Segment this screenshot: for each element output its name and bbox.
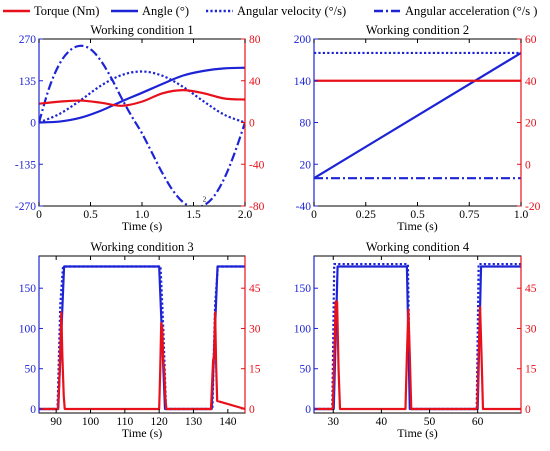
y-tick-label-left: 50 [300, 364, 312, 376]
y-tick-label-right: 0 [525, 159, 531, 171]
y-tick-label-right: 0 [249, 118, 255, 130]
chart-title: Working condition 4 [366, 240, 470, 254]
y-tick-label-left: 270 [19, 34, 37, 46]
y-tick-label-left: 50 [25, 364, 37, 376]
plot-frame [313, 255, 522, 414]
y-tick-label-left: 80 [300, 118, 312, 130]
legend-label: Torque (Nm) [34, 4, 99, 18]
y-tick-label-right: 30 [249, 323, 261, 335]
y-tick-label-right: 20 [525, 118, 537, 130]
x-tick-label: 90 [50, 416, 62, 428]
x-tick-label: 1.0 [135, 209, 150, 221]
x-tick-label: 0.5 [410, 209, 425, 221]
y-tick-label-left: 0 [305, 404, 311, 416]
x-tick-label: 0 [36, 209, 42, 221]
y-tick-label-left: 150 [294, 283, 312, 295]
y-tick-label-right: 15 [249, 364, 261, 376]
x-tick-label: 110 [116, 416, 133, 428]
series-group [39, 44, 245, 206]
y-tick-label-left: 20 [300, 159, 312, 171]
legend-item: Angular velocity (°/s) [206, 4, 346, 18]
series-group [314, 51, 521, 180]
legend-item: Angle (°) [111, 4, 189, 18]
y-tick-label-left: -270 [15, 201, 36, 213]
y-tick-label-left: 140 [294, 76, 312, 88]
x-tick-label: 100 [82, 416, 100, 428]
series-line-dashdot [39, 44, 245, 206]
chart-panel-4: Working condition 4 30 40 50 60 Time (s) 0 50 10… [294, 240, 537, 440]
series-line-dotted [39, 70, 245, 124]
y-tick-label-left: 200 [294, 34, 312, 46]
x-tick-label: 1.0 [514, 209, 529, 221]
annotation: 2 [203, 195, 207, 203]
y-tick-label-left: -40 [296, 201, 312, 213]
series-line-torque [314, 300, 521, 411]
series-line-torque [39, 89, 245, 107]
series-line-dotted [39, 265, 245, 411]
y-tick-label-left: 100 [294, 323, 312, 335]
y-tick-label-right: 45 [249, 283, 261, 295]
y-tick-label-left: 0 [30, 404, 36, 416]
x-tick-label: 0.5 [83, 209, 98, 221]
y-tick-label-left: 100 [19, 323, 37, 335]
legend-label: Angular acceleration (°/s ) [405, 4, 537, 18]
y-tick-label-right: 30 [525, 323, 537, 335]
x-axis-label: Time (s) [397, 426, 438, 440]
x-tick-label: 1.5 [186, 209, 201, 221]
x-tick-label: 50 [424, 416, 436, 428]
y-tick-label-right: 0 [249, 404, 255, 416]
plot-frame [38, 38, 246, 207]
chart-title: Working condition 2 [366, 23, 469, 37]
y-tick-label-right: 0 [525, 404, 531, 416]
x-axis-label: Time (s) [122, 219, 163, 233]
y-tick-label-right: 60 [525, 34, 537, 46]
y-tick-label-left: -135 [15, 159, 36, 171]
legend: Torque (Nm) Angle (°) Angular velocity (°/… [3, 4, 537, 18]
y-tick-label-right: -40 [249, 159, 265, 171]
chart-panels: Working condition 1 0 0.5 1.0 1.5 2.0 Time (s)… [15, 23, 541, 440]
x-tick-label: 140 [219, 416, 237, 428]
series-line-dotted [314, 262, 521, 411]
y-tick-label-right: 40 [525, 76, 537, 88]
x-tick-label: 2.0 [238, 209, 253, 221]
y-tick-label-left: 135 [19, 76, 37, 88]
x-tick-label: 0.75 [459, 209, 479, 221]
y-tick-label-right: -80 [249, 201, 265, 213]
y-tick-label-right: 15 [525, 364, 537, 376]
chart-panel-2: Working condition 2 0 0.25 0.5 0.75 1.0 Time (… [294, 23, 541, 233]
x-tick-label: 0.25 [356, 209, 376, 221]
chart-title: Working condition 3 [90, 240, 193, 254]
x-tick-label: 30 [328, 416, 340, 428]
plot-frame [313, 38, 522, 207]
series-line-solid [39, 66, 245, 124]
legend-label: Angle (°) [142, 4, 189, 18]
chart-panel-1: Working condition 1 0 0.5 1.0 1.5 2.0 Time (s)… [15, 23, 265, 233]
y-tick-label-right: -20 [525, 201, 541, 213]
x-tick-label: 120 [151, 416, 169, 428]
legend-label: Angular velocity (°/s) [237, 4, 346, 18]
legend-item: Angular acceleration (°/s ) [374, 4, 537, 18]
x-tick-label: 0 [311, 209, 317, 221]
chart-title: Working condition 1 [90, 23, 193, 37]
x-tick-label: 40 [376, 416, 388, 428]
y-tick-label-right: 80 [249, 34, 261, 46]
x-axis-label: Time (s) [397, 219, 438, 233]
y-tick-label-right: 45 [525, 283, 537, 295]
y-tick-label-left: 150 [19, 283, 37, 295]
y-tick-label-left: 0 [30, 118, 36, 130]
x-tick-label: 130 [185, 416, 203, 428]
y-tick-label-right: 40 [249, 76, 261, 88]
x-axis-label: Time (s) [122, 426, 163, 440]
series-line-solid [314, 265, 521, 411]
legend-item: Torque (Nm) [3, 4, 99, 18]
chart-panel-3: Working condition 3 90 100 110 120 130 140 Time… [19, 240, 261, 440]
series-group [39, 265, 245, 411]
series-line-solid [314, 51, 521, 180]
series-line-torque [39, 311, 245, 411]
x-tick-label: 60 [472, 416, 484, 428]
series-group [314, 262, 521, 411]
